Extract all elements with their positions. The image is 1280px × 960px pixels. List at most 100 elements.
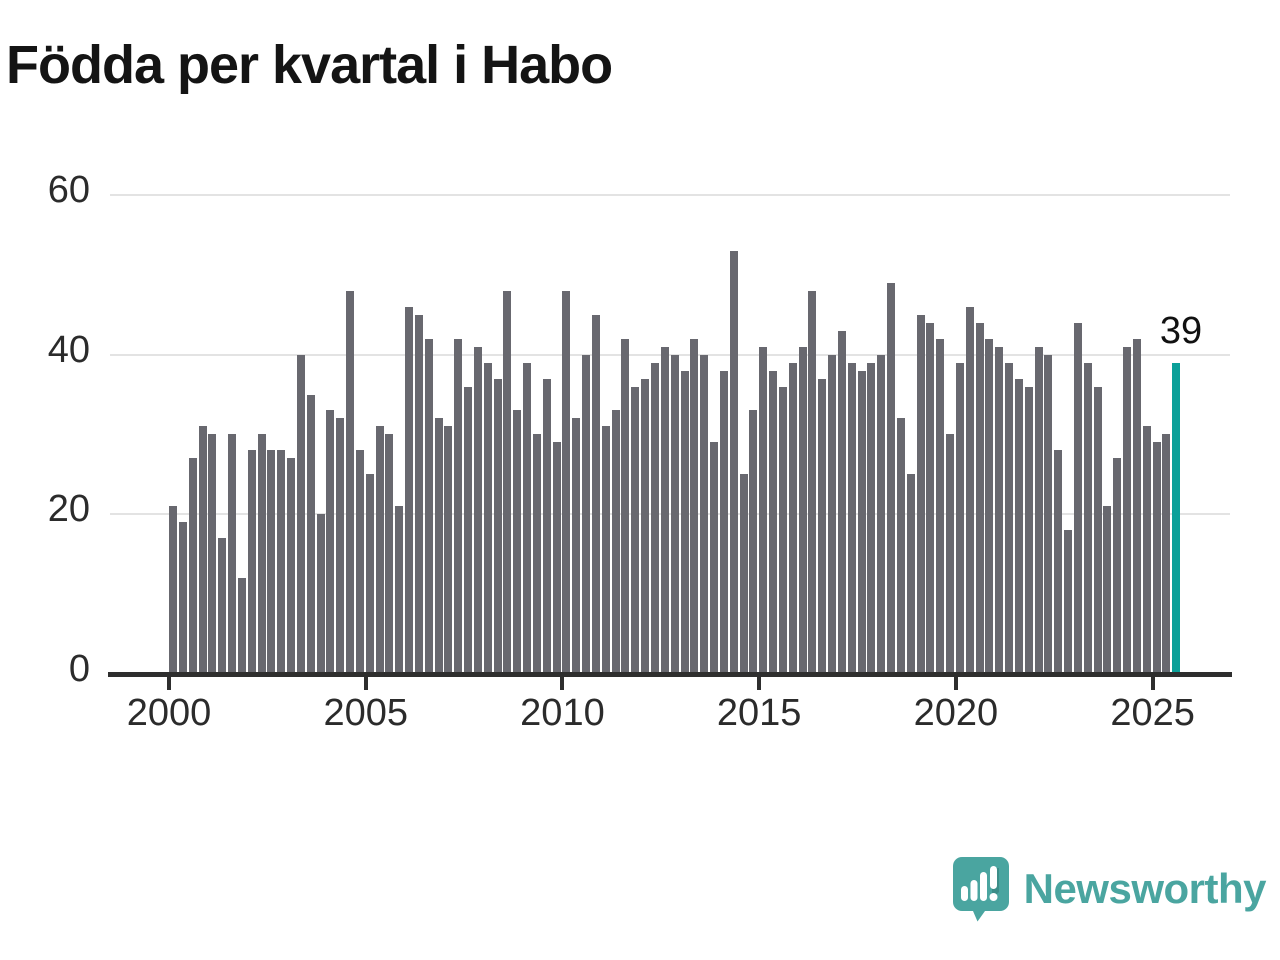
x-tick-2010 [560,677,565,690]
bar-2007q2 [454,338,463,674]
x-tick-label-2000: 2000 [126,692,212,734]
bar-2018q1 [877,354,886,674]
bar-2022q2 [1044,354,1053,674]
bar-2009q3 [542,378,551,674]
bar-2003q2 [296,354,305,674]
last-bar-value-label: 39 [1159,310,1203,352]
bar-2015q1 [759,346,768,674]
bar-2015q2 [769,370,778,674]
bar-2025q3 [1172,362,1181,674]
bar-2000q4 [198,426,207,674]
bar-2001q2 [218,538,227,674]
bar-2008q1 [483,362,492,674]
bar-2009q4 [552,442,561,674]
bar-2014q2 [729,250,738,674]
x-tick-label-2015: 2015 [716,692,802,734]
x-tick-2000 [167,677,171,690]
bar-2015q4 [788,362,797,674]
bar-2019q3 [936,338,945,674]
bar-2002q1 [247,450,256,674]
bar-2014q3 [739,474,748,674]
bar-2014q4 [749,410,758,674]
bar-2022q3 [1054,450,1063,674]
bar-2007q1 [444,426,453,674]
bar-2018q4 [906,474,915,674]
bar-2003q3 [306,394,315,674]
bar-2019q1 [916,314,925,674]
bar-2020q1 [955,362,964,674]
bar-2013q4 [710,442,718,674]
bar-2025q1 [1152,442,1161,674]
bar-2002q3 [267,450,276,674]
bar-2011q4 [631,386,640,674]
bar-2010q2 [572,418,581,674]
bar-2001q1 [208,434,217,674]
bar-2010q1 [562,290,571,674]
bar-2007q3 [464,386,473,674]
chart-title: Födda per kvartal i Habo [6,35,613,95]
bar-2003q1 [287,458,296,674]
bar-2005q4 [395,506,404,674]
bar-2006q1 [405,306,414,674]
bar-2013q3 [700,354,709,674]
bar-2000q1 [169,506,177,674]
gridline-20 [110,513,1230,516]
bar-2013q2 [690,338,699,674]
bar-2020q2 [965,306,974,674]
x-tick-label-2020: 2020 [913,692,999,734]
bar-2022q1 [1034,346,1043,674]
bar-2010q4 [591,314,600,674]
newsworthy-logo-icon [952,857,1009,922]
bar-2008q3 [503,290,512,674]
x-tick-label-2005: 2005 [323,692,408,734]
bar-2011q2 [611,410,620,674]
bar-2013q1 [680,370,689,674]
bar-2004q4 [355,450,364,674]
bar-2017q2 [847,362,856,674]
bar-2021q2 [1005,362,1014,674]
bar-2020q4 [985,338,994,674]
bar-2021q4 [1024,386,1033,674]
x-tick-label-2010: 2010 [520,692,605,734]
bar-2024q4 [1142,426,1151,674]
bar-2025q2 [1162,434,1171,674]
bar-2017q1 [837,330,846,674]
gridline-40 [110,353,1230,356]
bar-2007q4 [473,346,482,674]
bar-2021q1 [995,346,1004,674]
bar-2023q4 [1103,506,1112,674]
y-tick-label-40: 40 [47,328,90,371]
bar-2021q3 [1014,378,1023,674]
bar-2017q4 [867,362,876,674]
bar-2018q3 [896,418,905,674]
bar-2009q1 [523,362,532,674]
bar-2024q3 [1132,338,1141,674]
bar-2019q2 [926,322,935,674]
bar-2016q2 [808,290,817,674]
x-tick-2020 [953,677,958,690]
x-tick-label-2025: 2025 [1110,692,1195,734]
bar-2012q3 [660,346,669,674]
bar-2004q3 [346,290,355,674]
bar-2023q2 [1083,362,1092,674]
bar-2014q1 [719,370,728,674]
bar-2000q3 [188,458,197,674]
bar-2015q3 [778,386,787,674]
bar-2012q1 [641,378,650,674]
bar-2006q2 [414,314,423,674]
bar-2002q4 [277,450,286,674]
bar-2023q3 [1093,386,1102,674]
x-tick-2025 [1150,677,1155,690]
bar-2009q2 [532,434,541,674]
y-tick-label-60: 60 [47,168,90,211]
x-axis-line [108,672,1232,677]
bar-2006q4 [434,418,443,674]
bar-2024q1 [1113,458,1122,674]
bar-2002q2 [257,434,266,674]
bar-2022q4 [1064,530,1073,674]
brand-footer: Newsworthy [952,856,1267,922]
bar-2016q3 [818,378,827,674]
x-tick-2015 [757,677,762,690]
bar-2024q2 [1123,346,1132,674]
